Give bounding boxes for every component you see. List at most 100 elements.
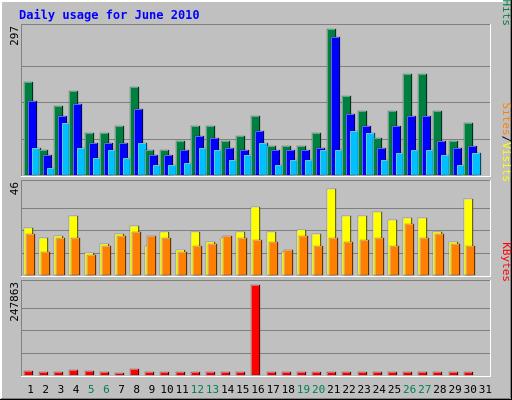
x-tick-label: 3 bbox=[58, 383, 65, 396]
chart-title: Daily usage for June 2010 bbox=[19, 8, 200, 22]
x-tick-label: 2 bbox=[42, 383, 49, 396]
bar-kbytes-day-19 bbox=[296, 371, 307, 376]
legend-entry: Hits bbox=[500, 0, 512, 26]
bar-sites-day-9 bbox=[146, 235, 157, 276]
y-max-label: 297 bbox=[8, 26, 21, 46]
bar-sites-day-10 bbox=[161, 237, 172, 276]
bar-kbytes-day-16 bbox=[250, 284, 261, 376]
x-tick-label: 18 bbox=[282, 383, 295, 396]
x-tick-label: 13 bbox=[206, 383, 219, 396]
bar-kbytes-day-8 bbox=[129, 368, 140, 376]
x-tick-label: 4 bbox=[73, 383, 80, 396]
x-tick-label: 8 bbox=[133, 383, 140, 396]
bar-kbytes-day-9 bbox=[144, 371, 155, 376]
bar-sites-day-8 bbox=[131, 231, 142, 276]
x-tick-label: 17 bbox=[267, 383, 280, 396]
bar-sites-day-12 bbox=[192, 245, 203, 276]
bar-sites-day-30 bbox=[465, 245, 476, 276]
x-tick-label: 25 bbox=[388, 383, 401, 396]
bar-kbytes-day-24 bbox=[372, 371, 383, 376]
bar-sites-day-11 bbox=[177, 251, 188, 276]
bar-kbytes-day-5 bbox=[84, 370, 95, 376]
bar-kbytes-day-30 bbox=[463, 371, 474, 376]
x-tick-label: 30 bbox=[464, 383, 477, 396]
legend-visits-sites: Sites/Visits bbox=[500, 103, 512, 183]
bar-pages-day-30 bbox=[471, 152, 482, 176]
x-tick-label: 24 bbox=[373, 383, 387, 396]
bar-sites-day-13 bbox=[207, 243, 218, 276]
x-tick-label: 9 bbox=[149, 383, 156, 396]
bar-files-day-21 bbox=[330, 36, 341, 176]
bar-kbytes-day-2 bbox=[38, 371, 49, 376]
legend-entry: / bbox=[500, 136, 512, 143]
bar-kbytes-day-27 bbox=[417, 371, 428, 376]
bars-kbytes bbox=[23, 284, 474, 376]
x-tick-label: 10 bbox=[160, 383, 173, 396]
bar-kbytes-day-15 bbox=[235, 371, 246, 376]
bar-kbytes-day-13 bbox=[205, 371, 216, 376]
bar-sites-day-16 bbox=[252, 239, 263, 276]
bar-kbytes-day-7 bbox=[114, 372, 125, 376]
bar-kbytes-day-28 bbox=[432, 371, 443, 376]
x-tick-label: 27 bbox=[418, 383, 431, 396]
bar-sites-day-26 bbox=[404, 223, 415, 276]
bar-kbytes-day-14 bbox=[220, 371, 231, 376]
bar-kbytes-day-10 bbox=[159, 371, 170, 376]
bar-sites-day-29 bbox=[450, 243, 461, 276]
bar-sites-day-1 bbox=[25, 233, 36, 276]
y-max-label: 247863 bbox=[8, 282, 21, 322]
x-tick-label: 29 bbox=[448, 383, 461, 396]
x-tick-label: 26 bbox=[403, 383, 416, 396]
x-tick-label: 15 bbox=[236, 383, 249, 396]
bar-sites-day-14 bbox=[222, 235, 233, 276]
bar-kbytes-day-29 bbox=[448, 371, 459, 376]
bar-sites-day-28 bbox=[434, 233, 445, 276]
x-tick-label: 22 bbox=[342, 383, 355, 396]
bar-pages-day-22 bbox=[349, 130, 360, 176]
legend-kbytes: KBytes bbox=[500, 242, 512, 282]
bar-kbytes-day-18 bbox=[281, 371, 292, 376]
x-tick-label: 16 bbox=[251, 383, 264, 396]
x-tick-label: 5 bbox=[88, 383, 95, 396]
bar-sites-day-2 bbox=[40, 251, 51, 276]
bar-sites-day-22 bbox=[343, 241, 354, 276]
bar-sites-day-17 bbox=[268, 241, 279, 276]
bar-sites-day-27 bbox=[419, 237, 430, 276]
x-tick-label: 7 bbox=[118, 383, 125, 396]
bar-kbytes-day-11 bbox=[175, 371, 186, 376]
bar-sites-day-19 bbox=[298, 235, 309, 276]
bar-kbytes-day-22 bbox=[341, 371, 352, 376]
panel-hits-files-pages: 297 Pages/Files/Hits bbox=[8, 0, 512, 177]
bar-sites-day-5 bbox=[86, 254, 97, 276]
x-tick-label: 1 bbox=[27, 383, 34, 396]
x-tick-label: 12 bbox=[191, 383, 204, 396]
x-tick-label: 20 bbox=[312, 383, 325, 396]
bar-kbytes-day-3 bbox=[53, 371, 64, 376]
bar-sites-day-18 bbox=[283, 249, 294, 276]
panel-kbytes: 247863 KBytes bbox=[8, 242, 512, 377]
bar-sites-day-6 bbox=[101, 245, 112, 276]
x-tick-label: 14 bbox=[221, 383, 235, 396]
panel-visits-sites: 46 Sites/Visits bbox=[8, 103, 512, 277]
bar-sites-day-25 bbox=[389, 245, 400, 276]
bar-sites-day-4 bbox=[70, 237, 81, 276]
bar-kbytes-day-20 bbox=[311, 371, 322, 376]
bar-sites-day-21 bbox=[328, 237, 339, 276]
bar-kbytes-day-6 bbox=[99, 371, 110, 376]
bar-sites-day-3 bbox=[55, 237, 66, 276]
bar-sites-day-24 bbox=[374, 237, 385, 276]
x-tick-label: 23 bbox=[357, 383, 370, 396]
legend-entry: Visits bbox=[500, 142, 512, 182]
bar-sites-day-15 bbox=[237, 237, 248, 276]
y-max-label: 46 bbox=[8, 182, 21, 195]
legend-hits-files-pages: Pages/Files/Hits bbox=[500, 0, 512, 26]
bar-kbytes-day-17 bbox=[266, 371, 277, 376]
legend-entry: Sites bbox=[500, 103, 512, 136]
x-tick-label: 31 bbox=[479, 383, 492, 396]
bars-hits-files-pages bbox=[23, 28, 482, 176]
bar-sites-day-7 bbox=[116, 235, 127, 276]
bar-kbytes-day-26 bbox=[402, 371, 413, 376]
bars-visits-sites bbox=[23, 188, 476, 276]
legend-entry: KBytes bbox=[500, 242, 512, 282]
